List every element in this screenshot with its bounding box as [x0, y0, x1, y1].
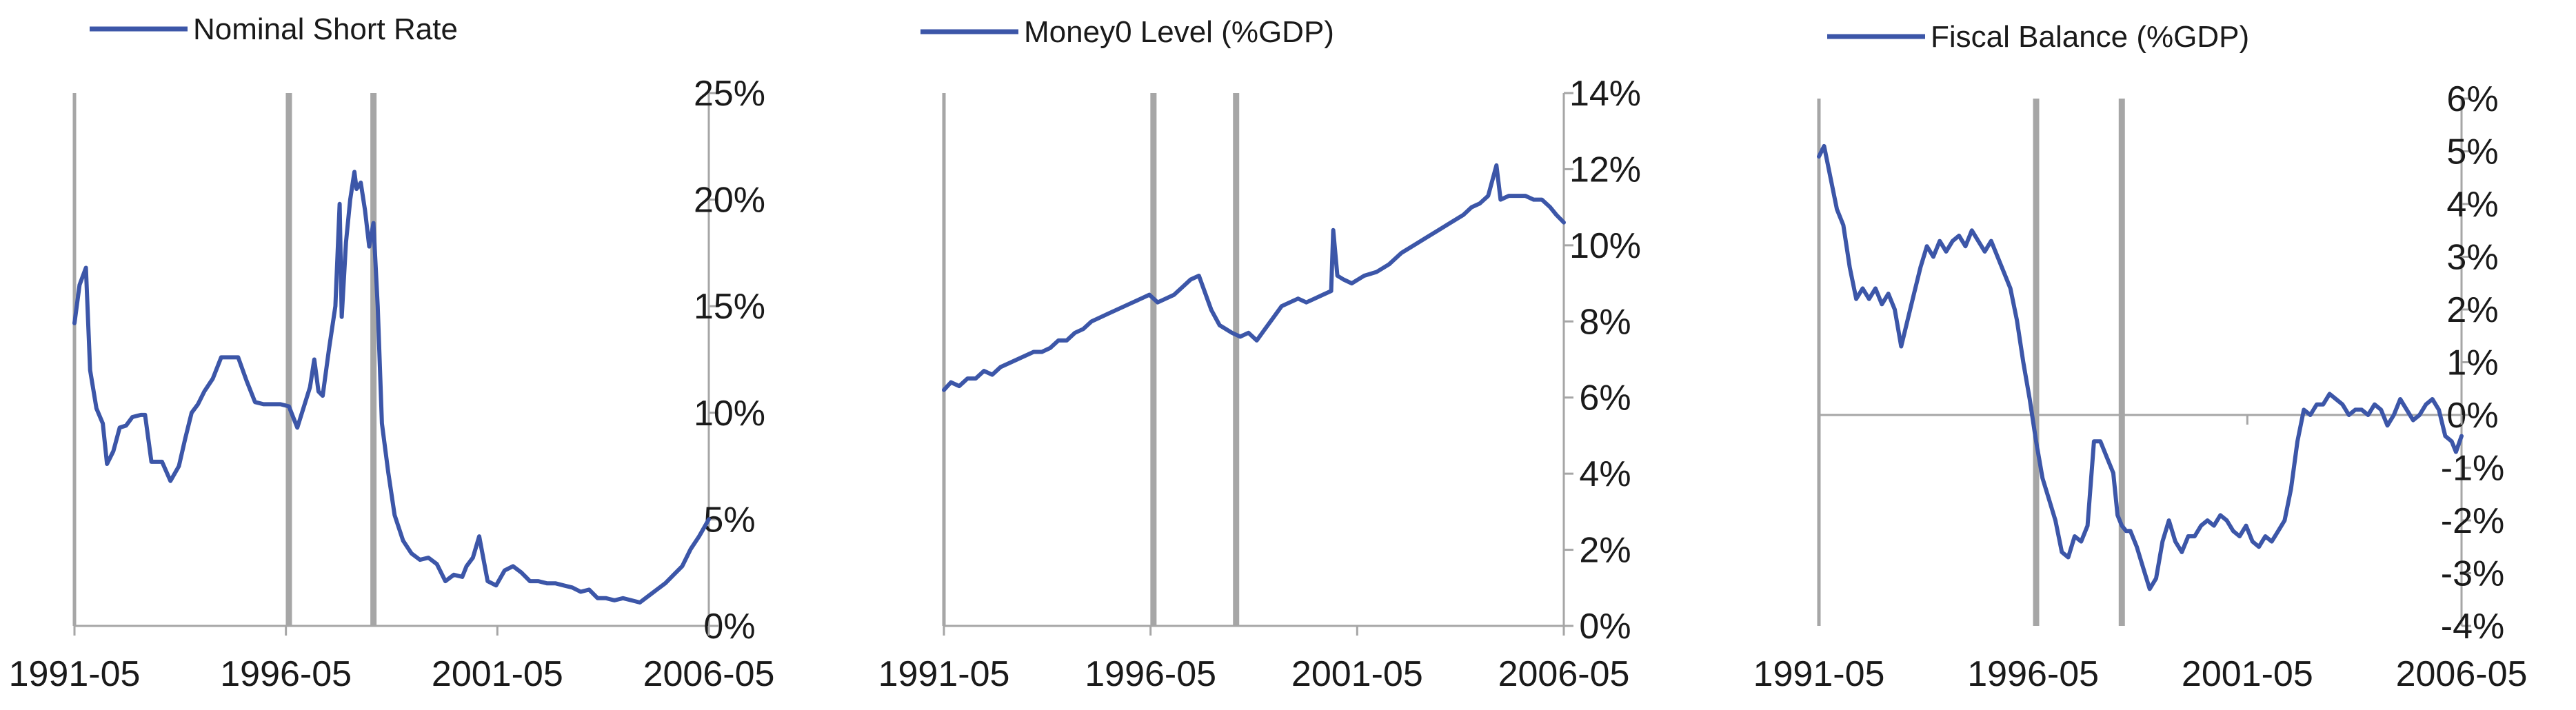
legend-label: Money0 Level (%GDP) [1024, 15, 1334, 49]
y-tick-label: 5% [703, 500, 755, 540]
legend-label: Fiscal Balance (%GDP) [1931, 20, 2249, 54]
legend: Money0 Level (%GDP) [920, 15, 1334, 49]
y-tick-label: -1% [2441, 449, 2504, 489]
chart-panel-fiscal-balance: Fiscal Balance (%GDP) -4% -3% -2% -1% 0% 1% 2% 3… [1717, 0, 2575, 707]
x-tick-label: 1991-05 [1753, 654, 1885, 694]
x-tick-label: 2006-05 [643, 654, 775, 694]
chart-svg-fiscal-balance: Fiscal Balance (%GDP) -4% -3% -2% -1% 0% 1% 2% 3… [1753, 20, 2528, 694]
x-tick-label: 1991-05 [9, 654, 141, 694]
y-tick-label: -3% [2441, 554, 2504, 594]
y-tick-label: 20% [694, 181, 765, 221]
y-tick-label: 2% [2446, 290, 2498, 330]
y-tick-label: -2% [2441, 501, 2504, 541]
chart-svg-money0-level: Money0 Level (%GDP) 0% 2% 4% 6% 8% 10% 12% 14% 19… [878, 15, 1641, 694]
x-tick-label: 2006-05 [2396, 654, 2528, 694]
x-tick-label: 2001-05 [432, 654, 563, 694]
y-tick-label: -4% [2441, 607, 2504, 647]
y-tick-label: 8% [1579, 302, 1631, 342]
y-tick-label: 0% [2446, 396, 2498, 436]
x-tick-label: 1991-05 [878, 654, 1010, 694]
y-tick-label: 10% [1569, 226, 1641, 266]
chart-svg-nominal-short-rate: Nominal Short Rate 0% 5% 10% 15% 20% 25% 1991-0… [9, 12, 775, 694]
x-tick-label: 2006-05 [1498, 654, 1630, 694]
y-tick-label: 12% [1569, 150, 1641, 190]
y-tick-label: 25% [694, 74, 765, 114]
x-tick-label: 1996-05 [220, 654, 352, 694]
x-tick-label: 1996-05 [1967, 654, 2099, 694]
y-tick-label: 6% [1579, 378, 1631, 418]
x-tick-label: 2001-05 [1291, 654, 1423, 694]
y-tick-label: 4% [1579, 454, 1631, 494]
y-tick-label: 10% [694, 394, 765, 434]
chart-panel-nominal-short-rate: Nominal Short Rate 0% 5% 10% 15% 20% 25% 1991-0… [0, 0, 858, 707]
x-tick-label: 2001-05 [2182, 654, 2313, 694]
y-tick-label: 0% [703, 607, 755, 647]
y-tick-label: 1% [2446, 343, 2498, 383]
legend: Nominal Short Rate [90, 12, 458, 46]
y-tick-label: 5% [2446, 132, 2498, 172]
y-tick-label: 6% [2446, 79, 2498, 119]
y-tick-label: 14% [1569, 74, 1641, 114]
legend: Fiscal Balance (%GDP) [1827, 20, 2249, 54]
y-tick-label: 15% [694, 287, 765, 327]
y-tick-label: 2% [1579, 531, 1631, 571]
y-tick-label: 0% [1579, 607, 1631, 647]
x-tick-label: 1996-05 [1085, 654, 1216, 694]
legend-label: Nominal Short Rate [193, 12, 458, 46]
series-line-nominal-short-rate [72, 170, 711, 605]
chart-panel-money0-level: Money0 Level (%GDP) 0% 2% 4% 6% 8% 10% 12% 14% 19… [858, 0, 1717, 707]
series-line-money0-level [942, 163, 1566, 392]
y-tick-label: 4% [2446, 185, 2498, 225]
series-line-fiscal-balance [1817, 143, 2464, 591]
y-tick-label: 3% [2446, 238, 2498, 278]
